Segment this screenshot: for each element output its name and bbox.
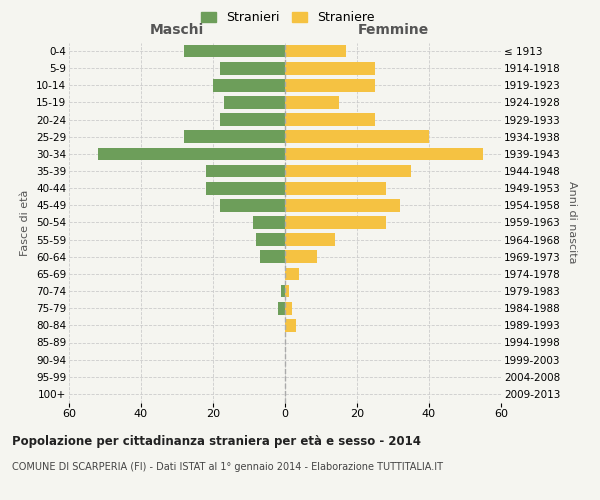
Bar [285, 113, 375, 126]
Bar [184, 130, 285, 143]
Bar [281, 284, 285, 298]
Bar [256, 233, 285, 246]
Bar [285, 233, 335, 246]
Bar [220, 113, 285, 126]
Bar [285, 96, 339, 109]
Bar [285, 182, 386, 194]
Bar [98, 148, 285, 160]
Bar [220, 62, 285, 74]
Bar [285, 130, 429, 143]
Bar [260, 250, 285, 263]
Text: COMUNE DI SCARPERIA (FI) - Dati ISTAT al 1° gennaio 2014 - Elaborazione TUTTITAL: COMUNE DI SCARPERIA (FI) - Dati ISTAT al… [12, 462, 443, 472]
Bar [285, 319, 296, 332]
Text: Femmine: Femmine [358, 24, 428, 38]
Bar [184, 44, 285, 58]
Bar [285, 284, 289, 298]
Bar [213, 79, 285, 92]
Text: Maschi: Maschi [150, 24, 204, 38]
Bar [206, 182, 285, 194]
Text: Popolazione per cittadinanza straniera per età e sesso - 2014: Popolazione per cittadinanza straniera p… [12, 435, 421, 448]
Bar [285, 148, 483, 160]
Bar [285, 199, 400, 212]
Legend: Stranieri, Straniere: Stranieri, Straniere [196, 6, 380, 29]
Bar [285, 62, 375, 74]
Bar [224, 96, 285, 109]
Y-axis label: Fasce di età: Fasce di età [20, 190, 31, 256]
Bar [253, 216, 285, 229]
Bar [220, 199, 285, 212]
Y-axis label: Anni di nascita: Anni di nascita [568, 181, 577, 264]
Bar [206, 164, 285, 177]
Bar [285, 268, 299, 280]
Bar [285, 250, 317, 263]
Bar [285, 302, 292, 314]
Bar [278, 302, 285, 314]
Bar [285, 164, 411, 177]
Bar [285, 79, 375, 92]
Bar [285, 44, 346, 58]
Bar [285, 216, 386, 229]
